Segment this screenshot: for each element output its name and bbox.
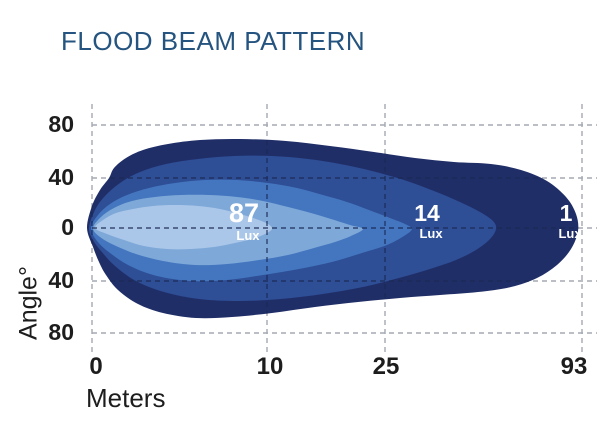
y-tick-0: 0 — [61, 214, 74, 240]
lux-label-14: 14 Lux — [414, 200, 442, 241]
lux-unit-1: Lux — [558, 226, 582, 241]
x-tick-25: 25 — [372, 353, 400, 380]
x-axis-title: Meters — [86, 383, 166, 413]
gridlines-dark — [91, 138, 579, 319]
x-tick-10: 10 — [256, 353, 284, 380]
y-tick-40-bottom: 40 — [48, 267, 74, 293]
lux-label-87: 87 Lux — [228, 198, 260, 243]
y-tick-40-top: 40 — [48, 164, 74, 190]
lux-unit-87: Lux — [236, 228, 260, 243]
y-tick-80-top: 80 — [48, 111, 74, 137]
chart-title: FLOOD BEAM PATTERN — [61, 26, 366, 56]
x-tick-93: 93 — [560, 353, 588, 380]
y-tick-80-bottom: 80 — [48, 319, 74, 345]
lux-label-1: 1 Lux — [554, 200, 581, 241]
lux-value-87: 87 — [228, 198, 260, 228]
x-tick-0: 0 — [89, 353, 103, 380]
lux-value-14: 14 — [414, 200, 440, 226]
lux-unit-14: Lux — [419, 226, 443, 241]
lux-value-1: 1 — [559, 200, 573, 226]
contour-band-5-87-lux-inner — [94, 205, 273, 250]
y-axis-title: Angle° — [14, 266, 43, 340]
